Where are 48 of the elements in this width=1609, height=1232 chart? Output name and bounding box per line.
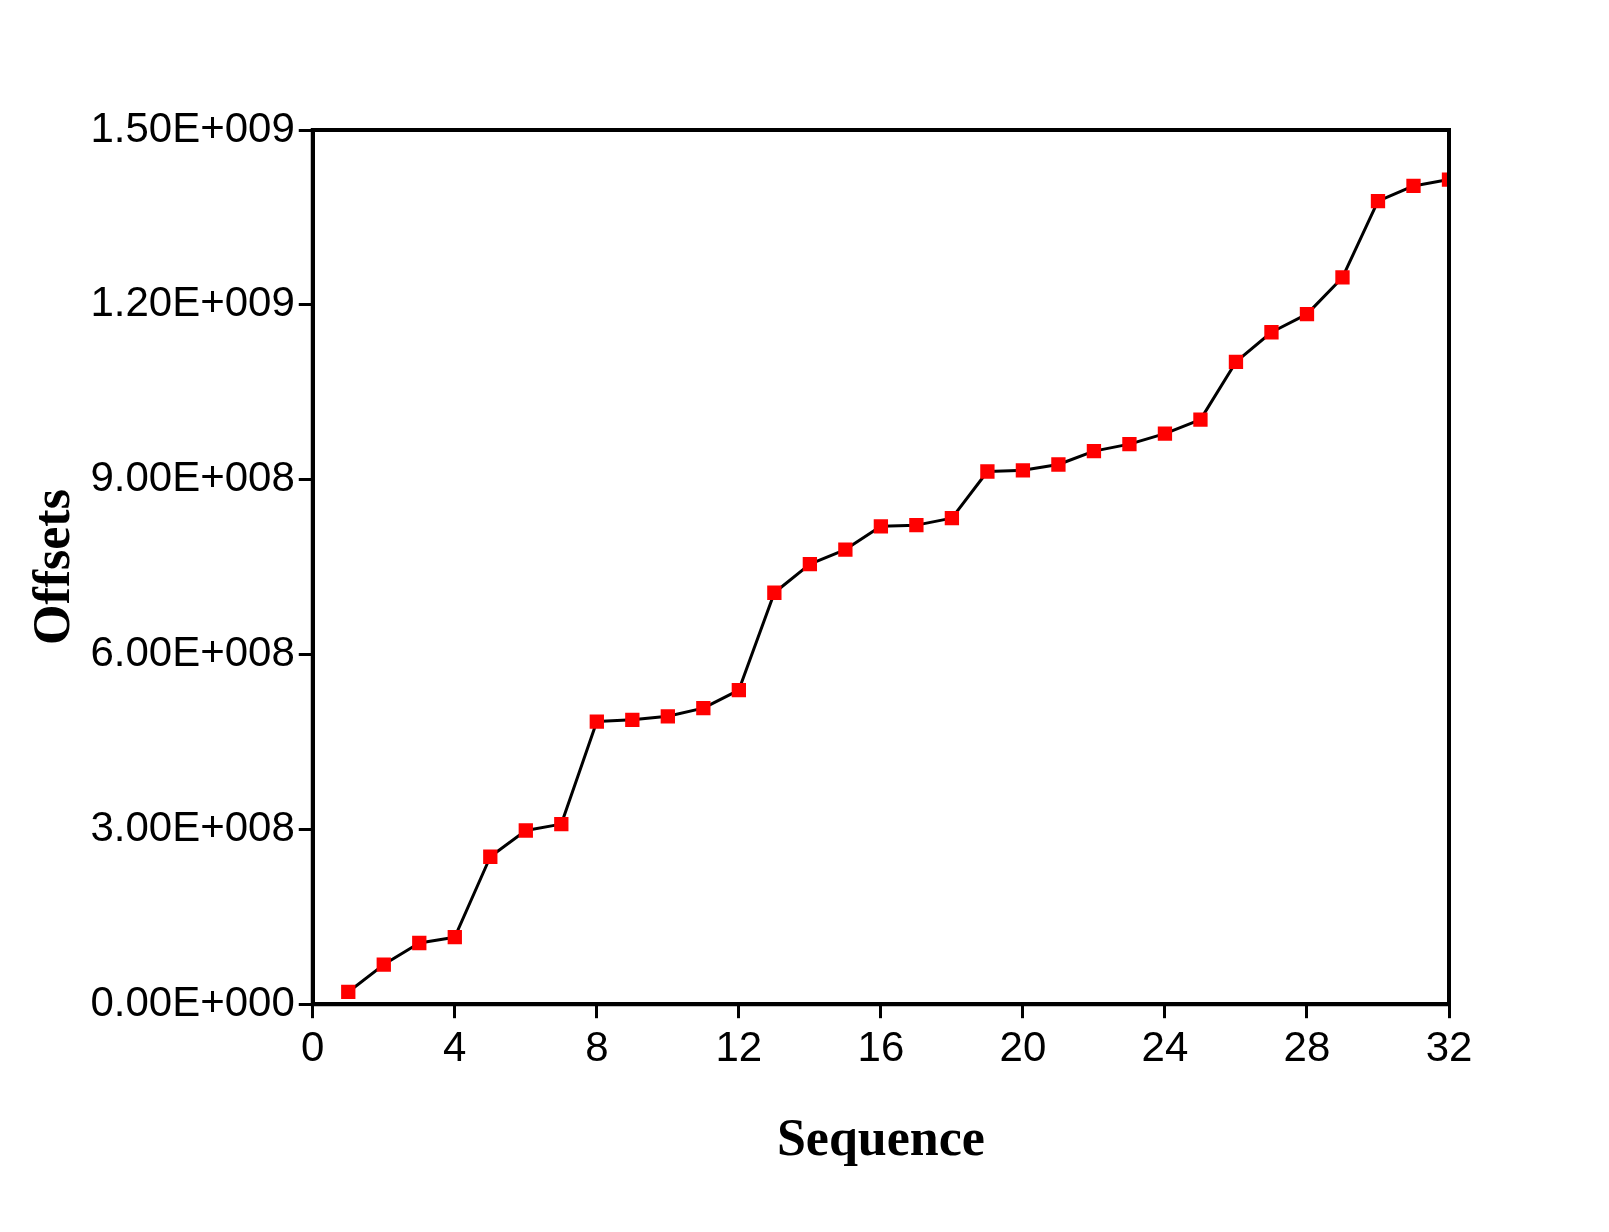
y-tick-label: 1.50E+009 xyxy=(90,103,295,151)
point xyxy=(447,930,462,945)
point xyxy=(554,816,569,832)
x-tick-label: 20 xyxy=(999,1022,1047,1070)
point xyxy=(767,585,782,600)
point xyxy=(660,709,675,724)
x-tick-label: 16 xyxy=(857,1022,905,1070)
point xyxy=(1335,270,1350,285)
point xyxy=(802,557,818,572)
point xyxy=(1015,463,1031,478)
x-axis-title: Sequence xyxy=(776,1109,985,1167)
point xyxy=(376,957,391,972)
y-tick-label: 3.00E+008 xyxy=(90,802,295,850)
point xyxy=(909,517,924,533)
point xyxy=(483,849,498,864)
point xyxy=(625,712,640,727)
y-tick-label: 9.00E+008 xyxy=(90,453,295,501)
point xyxy=(944,510,960,526)
point xyxy=(1264,325,1279,340)
point xyxy=(1051,457,1066,472)
x-tick-label: 12 xyxy=(715,1022,763,1070)
point xyxy=(1370,193,1386,209)
point xyxy=(1406,178,1421,194)
y-tick-label: 1.20E+009 xyxy=(90,278,295,326)
y-axis-title: Offsets xyxy=(22,489,80,646)
point xyxy=(1122,436,1137,452)
x-tick-label: 0 xyxy=(301,1022,325,1070)
x-tick-label: 32 xyxy=(1425,1022,1473,1070)
x-tick-label: 24 xyxy=(1141,1022,1189,1070)
y-tick-label: 6.00E+008 xyxy=(90,628,295,676)
point xyxy=(1228,354,1244,370)
point xyxy=(1193,412,1208,427)
point xyxy=(838,542,853,557)
x-tick-label: 28 xyxy=(1283,1022,1331,1070)
point xyxy=(696,700,711,716)
point xyxy=(731,682,747,698)
point xyxy=(589,714,604,729)
x-tick-label: 8 xyxy=(585,1022,609,1070)
point xyxy=(341,984,356,1000)
point xyxy=(1299,307,1315,322)
point xyxy=(412,935,427,951)
point xyxy=(980,464,995,479)
point xyxy=(1157,426,1173,441)
point xyxy=(873,519,889,534)
point xyxy=(518,823,533,838)
x-tick-label: 4 xyxy=(443,1022,467,1070)
point xyxy=(1086,443,1102,459)
y-tick-label: 0.00E+000 xyxy=(90,977,295,1025)
